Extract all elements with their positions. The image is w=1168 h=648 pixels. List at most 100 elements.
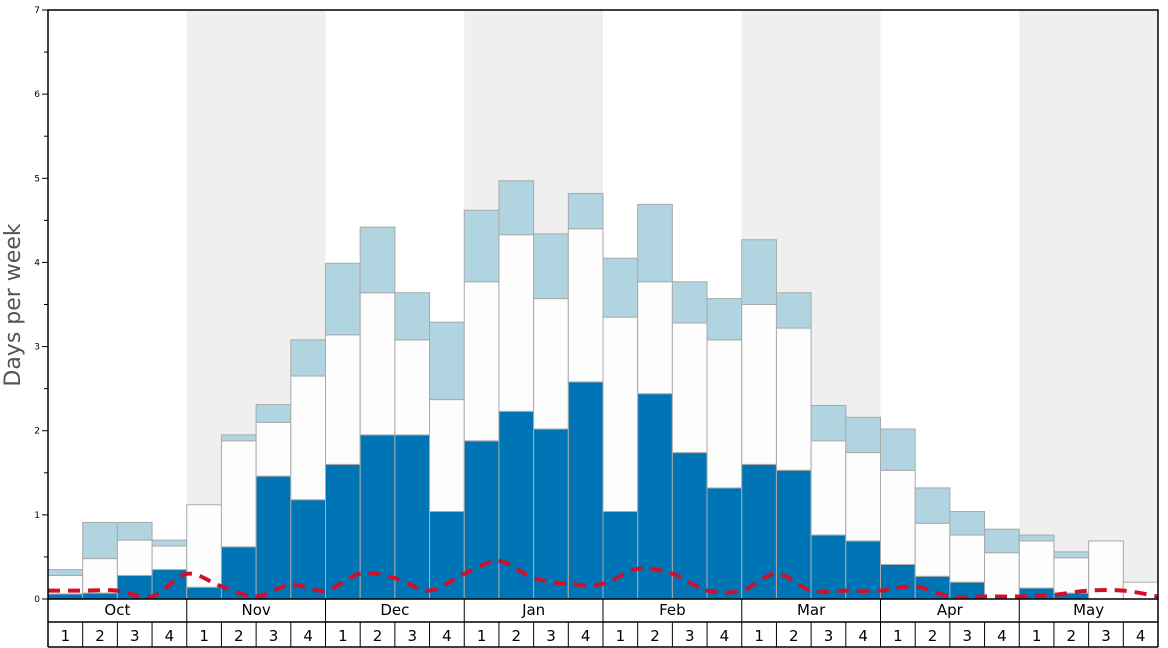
bar-middle — [255, 421, 292, 477]
bar-bottom — [359, 434, 396, 600]
bar-top — [429, 321, 465, 401]
week-label: 2 — [373, 627, 383, 645]
month-label-dec: Dec — [380, 601, 409, 619]
bar-top — [290, 339, 326, 377]
week-label: 3 — [685, 627, 695, 645]
week-label: 3 — [407, 627, 417, 645]
bars — [47, 180, 1159, 600]
bar-middle — [914, 522, 951, 577]
week-label: 4 — [997, 627, 1007, 645]
week-label: 4 — [303, 627, 313, 645]
y-tick-label: 2 — [34, 427, 40, 437]
bar-bottom — [186, 586, 222, 600]
bar-bottom — [741, 463, 777, 600]
week-label: 4 — [858, 627, 868, 645]
week-label: 2 — [650, 627, 660, 645]
week-label: 3 — [824, 627, 834, 645]
week-label: 3 — [546, 627, 556, 645]
bar-top — [151, 539, 188, 547]
week-label: 1 — [893, 627, 903, 645]
bar-top — [914, 487, 951, 524]
bar-top — [671, 281, 708, 324]
y-tick-label: 4 — [34, 258, 40, 268]
week-label: 1 — [754, 627, 764, 645]
week-label: 3 — [130, 627, 140, 645]
week-label: 4 — [1136, 627, 1146, 645]
bar-bottom — [82, 592, 118, 600]
bar-middle — [949, 534, 986, 583]
bar-bottom — [47, 593, 84, 600]
y-tick-label: 6 — [34, 90, 40, 100]
bar-middle — [394, 339, 431, 436]
week-label: 4 — [720, 627, 730, 645]
bar-middle — [325, 334, 361, 465]
bar-middle — [984, 552, 1020, 600]
bar-bottom — [325, 463, 361, 600]
bar-middle — [602, 316, 639, 512]
month-label-oct: Oct — [104, 601, 130, 619]
week-label: 1 — [199, 627, 209, 645]
y-axis-label: Days per week — [1, 223, 26, 386]
bar-top — [810, 404, 847, 442]
week-label: 2 — [234, 627, 244, 645]
week-label: 2 — [1067, 627, 1077, 645]
bar-bottom — [567, 381, 604, 600]
bar-middle — [1018, 540, 1055, 589]
bar-middle — [498, 234, 535, 412]
bar-middle — [151, 545, 188, 571]
bar-middle — [845, 452, 881, 542]
bar-top — [47, 569, 84, 576]
bar-bottom — [498, 410, 535, 600]
bar-middle — [359, 292, 396, 436]
month-label-jan: Jan — [521, 601, 545, 619]
bar-top — [325, 262, 361, 336]
week-label: 1 — [616, 627, 626, 645]
bar-top — [220, 434, 257, 442]
bar-top — [1018, 534, 1055, 542]
week-label: 3 — [269, 627, 279, 645]
week-label: 2 — [95, 627, 105, 645]
bar-top — [359, 226, 396, 294]
week-label: 1 — [338, 627, 348, 645]
week-label: 2 — [928, 627, 938, 645]
bar-bottom — [880, 564, 916, 600]
week-label: 4 — [442, 627, 452, 645]
bar-bottom — [602, 510, 639, 600]
week-label: 1 — [477, 627, 487, 645]
week-label: 4 — [581, 627, 591, 645]
x-axis: Oct Nov Dec Jan Feb Mar Apr May 1 2 3 4 1 2 3 4 1 2 3 4 1 2 3 4… — [47, 599, 1159, 648]
bar-middle — [706, 339, 743, 489]
y-tick-label: 0 — [34, 595, 40, 605]
week-label: 3 — [962, 627, 972, 645]
week-label: 1 — [1032, 627, 1042, 645]
bar-middle — [429, 399, 465, 512]
bar-middle — [810, 440, 847, 536]
bar-top — [602, 257, 639, 318]
bar-top — [637, 203, 673, 283]
bar-middle — [567, 228, 604, 383]
bar-top — [949, 510, 986, 536]
trend-line — [48, 559, 1159, 600]
bar-middle — [186, 504, 222, 588]
bar-middle — [1122, 581, 1159, 600]
month-label-mar: Mar — [797, 601, 826, 619]
bar-middle — [463, 281, 500, 442]
y-tick-label: 3 — [34, 343, 40, 353]
bar-top — [706, 298, 743, 341]
bar-top — [845, 416, 881, 454]
bar-top — [567, 192, 604, 230]
bar-middle — [533, 298, 569, 430]
week-label: 3 — [1101, 627, 1111, 645]
trend-line-path — [48, 559, 1159, 600]
month-label-feb: Feb — [659, 601, 686, 619]
week-label: 2 — [789, 627, 799, 645]
bar-top — [775, 292, 812, 329]
bar-bottom — [255, 475, 292, 600]
bar-middle — [671, 322, 708, 454]
bar-top — [498, 180, 535, 236]
bar-top — [533, 233, 569, 300]
bar-middle — [637, 281, 673, 395]
bar-top — [741, 239, 777, 306]
bar-middle — [1053, 557, 1090, 594]
month-label-apr: Apr — [937, 601, 964, 619]
